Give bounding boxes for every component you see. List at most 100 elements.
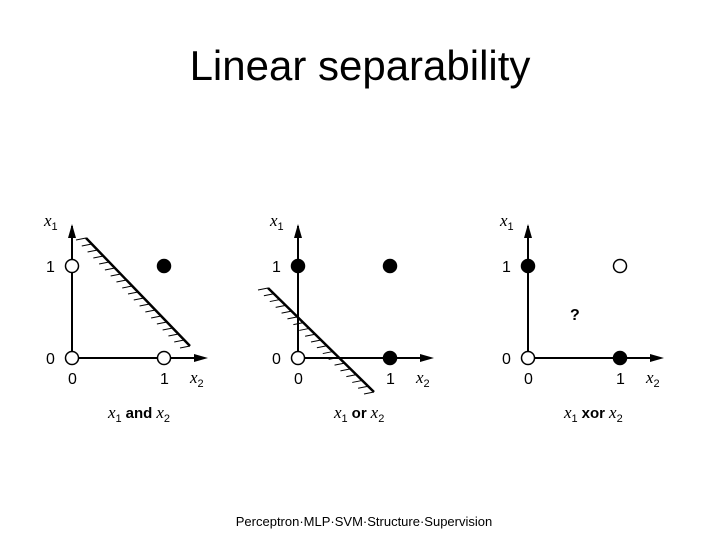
caption-b-sub: 2 (164, 413, 170, 425)
panel-caption: x1 xor x2 (563, 403, 623, 425)
x-axis-var: x (189, 368, 198, 387)
caption-a-var: x (333, 403, 342, 422)
hatch-mark (363, 391, 375, 395)
open-point (156, 350, 172, 366)
hatch-mark (116, 279, 127, 283)
y-tick-zero: 0 (46, 351, 55, 368)
x-axis-sub: 2 (654, 378, 660, 390)
x-axis-var: x (645, 368, 654, 387)
caption-a-var: x (107, 403, 116, 422)
hatch-mark (305, 333, 316, 337)
filled-point (382, 258, 398, 274)
y-axis-arrow-icon (68, 224, 76, 238)
hatch-mark (299, 327, 310, 331)
y-axis-label: x1 (269, 211, 284, 233)
y-axis-label: x1 (499, 211, 514, 233)
caption-a-sub: 1 (572, 413, 578, 425)
y-axis-sub: 1 (508, 221, 514, 233)
x-axis-label: x2 (645, 368, 660, 390)
caption-operator: or (352, 405, 367, 422)
hatch-mark (293, 322, 304, 326)
panel-caption: x1 or x2 (333, 403, 384, 425)
hatch-mark (133, 297, 144, 301)
hatch-mark (179, 345, 191, 349)
open-point (64, 258, 80, 274)
caption-b-sub: 2 (378, 413, 384, 425)
hatch-mark (346, 374, 357, 378)
caption-b-sub: 2 (617, 413, 623, 425)
x-tick-zero: 0 (68, 371, 77, 388)
hatch-mark (340, 368, 351, 372)
hatch-mark (174, 339, 185, 343)
caption-operator: and (126, 405, 153, 422)
hatch-mark (257, 287, 269, 291)
open-point (612, 258, 628, 274)
x-axis-label: x2 (415, 368, 430, 390)
slide-footer: Perceptron·MLP·SVM·Structure·Supervision (235, 514, 493, 529)
hatch-mark (99, 261, 110, 265)
caption-a-var: x (563, 403, 572, 422)
hatch-mark (275, 304, 286, 308)
filled-point (612, 350, 628, 366)
y-axis-var: x (269, 211, 278, 230)
x-tick-one: 1 (386, 371, 395, 388)
hatch-mark (151, 315, 162, 319)
hatch-mark (322, 351, 333, 355)
x-axis-arrow-icon (650, 354, 664, 362)
y-tick-one: 1 (502, 259, 511, 276)
hatch-mark (287, 316, 298, 320)
hatch-mark (269, 299, 280, 303)
hatch-mark (263, 293, 274, 297)
open-point (520, 350, 536, 366)
hatch-mark (168, 333, 179, 337)
hatch-mark (145, 309, 156, 313)
y-axis-arrow-icon (524, 224, 532, 238)
hatch-mark (281, 310, 292, 314)
hatch-mark (110, 273, 121, 277)
y-tick-one: 1 (46, 259, 55, 276)
caption-b-var: x (370, 403, 379, 422)
filled-point (520, 258, 536, 274)
y-axis-var: x (499, 211, 508, 230)
caption-b-var: x (155, 403, 164, 422)
y-tick-one: 1 (272, 259, 281, 276)
caption-a-sub: 1 (116, 413, 122, 425)
x-axis-sub: 2 (198, 378, 204, 390)
hatch-mark (127, 291, 139, 295)
y-axis-arrow-icon (294, 224, 302, 238)
hatch-mark (156, 321, 167, 325)
hatch-mark (358, 385, 369, 389)
hatch-mark (310, 339, 322, 343)
y-axis-sub: 1 (278, 221, 284, 233)
hatch-mark (139, 303, 150, 307)
open-point (64, 350, 80, 366)
open-point (290, 350, 306, 366)
hatch-mark (75, 237, 87, 241)
hatch-mark (93, 255, 104, 259)
hatch-mark (352, 379, 363, 383)
panel-caption: x1 and x2 (107, 403, 170, 425)
y-axis-sub: 1 (52, 221, 58, 233)
hatch-mark (104, 267, 115, 271)
y-axis-label: x1 (43, 211, 58, 233)
x-tick-zero: 0 (294, 371, 303, 388)
slide-title: Linear separability (189, 42, 531, 89)
x-axis-arrow-icon (420, 354, 434, 362)
hatch-mark (81, 243, 92, 247)
caption-a-sub: 1 (342, 413, 348, 425)
y-axis-var: x (43, 211, 52, 230)
hatch-mark (162, 327, 173, 331)
x-axis-sub: 2 (424, 378, 430, 390)
hatch-mark (316, 345, 327, 349)
hatch-mark (328, 356, 339, 360)
caption-operator: xor (582, 405, 606, 422)
x-tick-one: 1 (160, 371, 169, 388)
filled-point (156, 258, 172, 274)
x-tick-one: 1 (616, 371, 625, 388)
filled-point (382, 350, 398, 366)
hatch-mark (334, 362, 345, 366)
